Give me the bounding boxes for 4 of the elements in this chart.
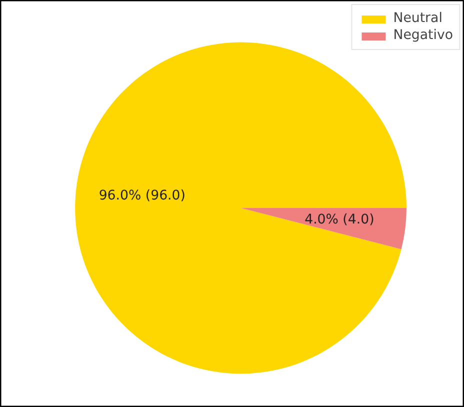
data-label: 96.0% (96.0) [98, 188, 186, 204]
legend-label: Neutral [393, 11, 442, 26]
legend-label: Negativo [393, 28, 453, 43]
data-label: 4.0% (4.0) [304, 212, 374, 228]
